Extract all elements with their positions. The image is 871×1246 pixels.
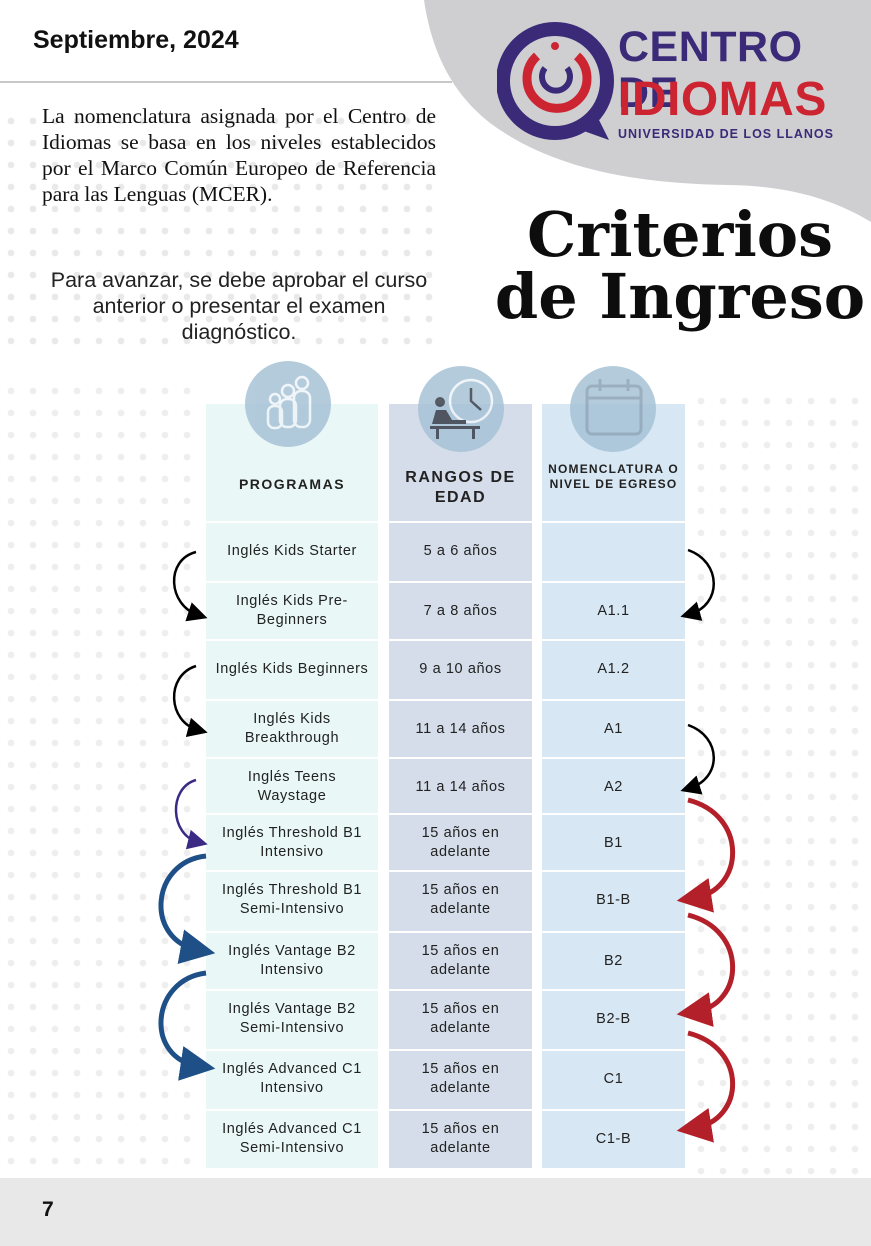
- row-divider: [389, 639, 532, 641]
- age-cell: 15 años en adelante: [421, 1121, 500, 1156]
- age-cell: 5 a 6 años: [423, 542, 498, 559]
- row-divider: [206, 870, 378, 872]
- program-cell: Inglés Kids Starter: [227, 542, 357, 559]
- page-title: Criterios de Ingreso: [480, 204, 871, 328]
- program-cell: Inglés Kids Breakthrough: [244, 711, 340, 746]
- row-divider: [389, 581, 532, 583]
- row-divider: [389, 521, 532, 523]
- header-levels: NOMENCLATURA O NIVEL DE EGRESO: [548, 462, 679, 491]
- row-divider: [206, 757, 378, 759]
- logo-title-line2: IDIOMAS: [618, 73, 827, 126]
- row-divider: [542, 581, 685, 583]
- level-cell: B1: [604, 834, 623, 851]
- column-levels: [542, 404, 685, 1168]
- age-cell: 9 a 10 años: [419, 660, 502, 677]
- age-cell: 11 a 14 años: [415, 720, 506, 737]
- row-divider: [389, 757, 532, 759]
- program-cell: Inglés Kids Beginners: [215, 660, 369, 677]
- logo-title-line1: CENTRO DE: [618, 23, 803, 117]
- header-programs: PROGRAMAS: [238, 476, 346, 492]
- header-ages: RANGOS DE EDAD: [405, 469, 516, 506]
- row-divider: [542, 639, 685, 641]
- row-divider: [542, 1049, 685, 1051]
- calendar-icon: [570, 366, 656, 452]
- row-divider: [389, 870, 532, 872]
- column-programs: [206, 404, 378, 1168]
- program-cell: Inglés Vantage B2 Semi-Intensivo: [228, 1001, 356, 1036]
- row-divider: [206, 699, 378, 701]
- divider: [0, 81, 452, 83]
- program-cell: Inglés Advanced C1 Intensivo: [222, 1061, 362, 1096]
- footer-bar: [0, 1178, 871, 1246]
- intro-paragraph: La nomenclatura asignada por el Centro d…: [42, 104, 436, 206]
- level-cell: A1: [604, 720, 623, 737]
- program-cell: Inglés Threshold B1 Intensivo: [221, 825, 363, 860]
- row-divider: [389, 931, 532, 933]
- age-cell: 7 a 8 años: [423, 602, 498, 619]
- row-divider: [542, 757, 685, 759]
- level-cell: B1-B: [596, 891, 631, 908]
- row-divider: [389, 989, 532, 991]
- level-cell: A2: [604, 778, 623, 795]
- row-divider: [206, 989, 378, 991]
- program-cell: Inglés Kids Pre-Beginners: [236, 593, 348, 628]
- row-divider: [389, 699, 532, 701]
- page-number: 7: [42, 1198, 54, 1221]
- advance-paragraph: Para avanzar, se debe aprobar el curso a…: [50, 268, 428, 344]
- title-line2: de Ingreso: [494, 260, 866, 333]
- issue-date: Septiembre, 2024: [33, 26, 239, 54]
- age-cell: 15 años en adelante: [421, 882, 500, 917]
- row-divider: [542, 989, 685, 991]
- level-cell: B2-B: [596, 1010, 631, 1027]
- program-cell: Inglés Advanced C1 Semi-Intensivo: [222, 1121, 362, 1156]
- row-divider: [389, 1049, 532, 1051]
- logo-icon: [497, 22, 614, 140]
- row-divider: [206, 813, 378, 815]
- logo-subtitle: UNIVERSIDAD DE LOS LLANOS: [618, 127, 834, 141]
- level-cell: C1: [603, 1070, 624, 1087]
- row-divider: [206, 1109, 378, 1111]
- row-divider: [206, 581, 378, 583]
- row-divider: [542, 931, 685, 933]
- age-cell: 15 años en adelante: [421, 1061, 500, 1096]
- level-cell: A1.2: [597, 660, 630, 677]
- row-divider: [389, 813, 532, 815]
- row-divider: [389, 1109, 532, 1111]
- program-cell: Inglés Threshold B1 Semi-Intensivo: [221, 882, 363, 917]
- row-divider: [542, 813, 685, 815]
- level-cell: A1.1: [597, 602, 630, 619]
- age-cell: 15 años en adelante: [421, 943, 500, 978]
- row-divider: [542, 1109, 685, 1111]
- clock-desk-icon: [418, 366, 504, 452]
- column-ages: [389, 404, 532, 1168]
- program-cell: Inglés Teens Waystage: [247, 769, 337, 804]
- level-cell: C1-B: [595, 1130, 632, 1147]
- row-divider: [206, 931, 378, 933]
- level-cell: B2: [604, 952, 623, 969]
- age-cell: 11 a 14 años: [415, 778, 506, 795]
- dot-pattern: [0, 110, 440, 350]
- program-cell: Inglés Vantage B2 Intensivo: [228, 943, 356, 978]
- family-icon: [245, 361, 331, 447]
- row-divider: [206, 1049, 378, 1051]
- age-cell: 15 años en adelante: [421, 825, 500, 860]
- row-divider: [542, 521, 685, 523]
- row-divider: [542, 699, 685, 701]
- row-divider: [206, 521, 378, 523]
- row-divider: [542, 870, 685, 872]
- age-cell: 15 años en adelante: [421, 1001, 500, 1036]
- title-line1: Criterios: [526, 198, 834, 271]
- row-divider: [206, 639, 378, 641]
